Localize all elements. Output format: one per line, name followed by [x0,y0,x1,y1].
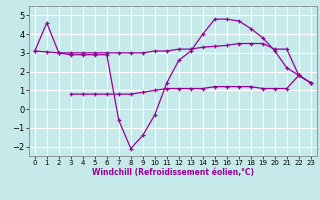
X-axis label: Windchill (Refroidissement éolien,°C): Windchill (Refroidissement éolien,°C) [92,168,254,177]
